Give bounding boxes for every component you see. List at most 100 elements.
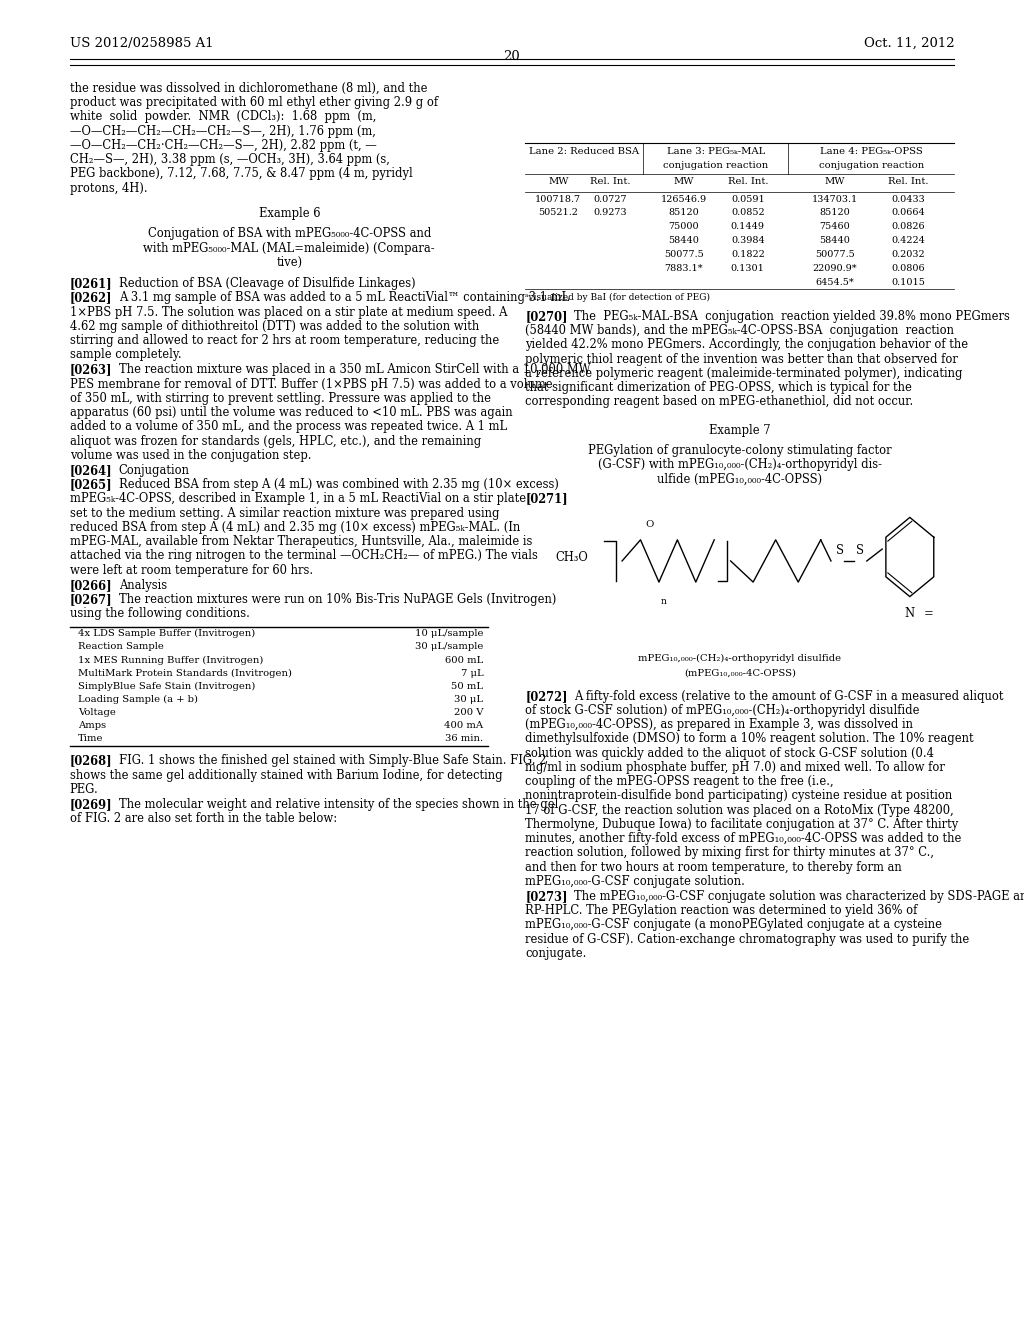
Text: 0.1301: 0.1301 bbox=[731, 264, 765, 273]
Text: [0265]: [0265] bbox=[70, 478, 113, 491]
Text: of FIG. 2 are also set forth in the table below:: of FIG. 2 are also set forth in the tabl… bbox=[70, 812, 337, 825]
Text: 22090.9*: 22090.9* bbox=[813, 264, 857, 273]
Text: S: S bbox=[837, 544, 844, 557]
Text: the residue was dissolved in dichloromethane (8 ml), and the: the residue was dissolved in dichloromet… bbox=[70, 82, 427, 95]
Text: reduced BSA from step A (4 mL) and 2.35 mg (10× excess) mPEG₅ₖ-MAL. (In: reduced BSA from step A (4 mL) and 2.35 … bbox=[70, 521, 520, 533]
Text: PEG backbone), 7.12, 7.68, 7.75, & 8.47 ppm (4 m, pyridyl: PEG backbone), 7.12, 7.68, 7.75, & 8.47 … bbox=[70, 168, 413, 181]
Text: 0.0727: 0.0727 bbox=[593, 194, 627, 203]
Text: 600 mL: 600 mL bbox=[445, 656, 483, 664]
Text: dimethylsulfoxide (DMSO) to form a 10% reagent solution. The 10% reagent: dimethylsulfoxide (DMSO) to form a 10% r… bbox=[525, 733, 974, 746]
Text: A 3.1 mg sample of BSA was added to a 5 mL ReactiVial™ containing 3.1 mL: A 3.1 mg sample of BSA was added to a 5 … bbox=[119, 292, 569, 305]
Text: [0271]: [0271] bbox=[525, 492, 568, 506]
Text: (58440 MW bands), and the mPEG₅ₖ-4C-OPSS-BSA  conjugation  reaction: (58440 MW bands), and the mPEG₅ₖ-4C-OPSS… bbox=[525, 325, 957, 337]
Text: FIG. 1 shows the finished gel stained with Simply-Blue Safe Stain. FIG. 2: FIG. 1 shows the finished gel stained wi… bbox=[119, 755, 546, 767]
Text: with mPEG₅₀₀₀-MAL (MAL=maleimide) (Compara-: with mPEG₅₀₀₀-MAL (MAL=maleimide) (Compa… bbox=[143, 242, 435, 255]
Text: sample completely.: sample completely. bbox=[70, 348, 181, 362]
Text: (mPEG₁₀,₀₀₀-4C-OPSS), as prepared in Example 3, was dissolved in: (mPEG₁₀,₀₀₀-4C-OPSS), as prepared in Exa… bbox=[525, 718, 913, 731]
Text: solution was quickly added to the aliquot of stock G-CSF solution (0.4: solution was quickly added to the aliquo… bbox=[525, 747, 934, 760]
Text: 17 of G-CSF, the reaction solution was placed on a RotoMix (Type 48200,: 17 of G-CSF, the reaction solution was p… bbox=[525, 804, 954, 817]
Text: n: n bbox=[662, 597, 667, 606]
Text: SimplyBlue Safe Stain (Invitrogen): SimplyBlue Safe Stain (Invitrogen) bbox=[78, 681, 255, 690]
Text: 50077.5: 50077.5 bbox=[815, 249, 855, 259]
Text: 4.62 mg sample of dithiothreitol (DTT) was added to the solution with: 4.62 mg sample of dithiothreitol (DTT) w… bbox=[70, 319, 479, 333]
Text: —O—CH₂—CH₂·CH₂—CH₂—S—, 2H), 2.82 ppm (t, —: —O—CH₂—CH₂·CH₂—CH₂—S—, 2H), 2.82 ppm (t,… bbox=[70, 139, 377, 152]
Text: The mPEG₁₀,₀₀₀-G-CSF conjugate solution was characterized by SDS-PAGE and: The mPEG₁₀,₀₀₀-G-CSF conjugate solution … bbox=[574, 890, 1024, 903]
Text: [0273]: [0273] bbox=[525, 890, 568, 903]
Text: Conjugation: Conjugation bbox=[119, 463, 189, 477]
Text: [0263]: [0263] bbox=[70, 363, 113, 376]
Text: =: = bbox=[925, 607, 934, 620]
Text: A fifty-fold excess (relative to the amount of G-CSF in a measured aliquot: A fifty-fold excess (relative to the amo… bbox=[574, 689, 1004, 702]
Text: 0.0806: 0.0806 bbox=[891, 264, 925, 273]
Text: Lane 4: PEG₅ₖ-OPSS: Lane 4: PEG₅ₖ-OPSS bbox=[820, 147, 923, 156]
Text: The  PEG₅ₖ-MAL-BSA  conjugation  reaction yielded 39.8% mono PEGmers: The PEG₅ₖ-MAL-BSA conjugation reaction y… bbox=[574, 310, 1011, 323]
Text: 36 min.: 36 min. bbox=[445, 734, 483, 743]
Text: 20: 20 bbox=[504, 50, 520, 63]
Text: 0.2032: 0.2032 bbox=[891, 249, 925, 259]
Text: Lane 2: Reduced BSA: Lane 2: Reduced BSA bbox=[529, 147, 639, 156]
Text: yielded 42.2% mono PEGmers. Accordingly, the conjugation behavior of the: yielded 42.2% mono PEGmers. Accordingly,… bbox=[525, 338, 969, 351]
Text: Rel. Int.: Rel. Int. bbox=[590, 177, 631, 186]
Text: S: S bbox=[856, 544, 863, 557]
Text: 400 mA: 400 mA bbox=[444, 721, 483, 730]
Text: mg/ml in sodium phosphate buffer, pH 7.0) and mixed well. To allow for: mg/ml in sodium phosphate buffer, pH 7.0… bbox=[525, 760, 945, 774]
Text: mPEG₅ₖ-4C-OPSS, described in Example 1, in a 5 mL ReactiVial on a stir plate: mPEG₅ₖ-4C-OPSS, described in Example 1, … bbox=[70, 492, 525, 506]
Text: tive): tive) bbox=[276, 256, 302, 269]
Text: CH₃O: CH₃O bbox=[555, 550, 588, 564]
Text: 50 mL: 50 mL bbox=[452, 681, 483, 690]
Text: residue of G-CSF). Cation-exchange chromatography was used to purify the: residue of G-CSF). Cation-exchange chrom… bbox=[525, 933, 970, 945]
Text: 0.0852: 0.0852 bbox=[731, 209, 765, 218]
Text: using the following conditions.: using the following conditions. bbox=[70, 607, 250, 620]
Text: 30 μL: 30 μL bbox=[455, 694, 483, 704]
Text: 85120: 85120 bbox=[669, 209, 699, 218]
Text: conjugation reaction: conjugation reaction bbox=[819, 161, 924, 170]
Text: 7 μL: 7 μL bbox=[461, 669, 483, 677]
Text: 200 V: 200 V bbox=[454, 708, 483, 717]
Text: Loading Sample (a + b): Loading Sample (a + b) bbox=[78, 694, 198, 704]
Text: RP-HPLC. The PEGylation reaction was determined to yield 36% of: RP-HPLC. The PEGylation reaction was det… bbox=[525, 904, 918, 917]
Text: 58440: 58440 bbox=[819, 236, 850, 246]
Text: and then for two hours at room temperature, to thereby form an: and then for two hours at room temperatu… bbox=[525, 861, 902, 874]
Text: 126546.9: 126546.9 bbox=[660, 194, 707, 203]
Text: Conjugation of BSA with mPEG₅₀₀₀-4C-OPSS and: Conjugation of BSA with mPEG₅₀₀₀-4C-OPSS… bbox=[147, 227, 431, 240]
Text: Lane 3: PEG₅ₖ-MAL: Lane 3: PEG₅ₖ-MAL bbox=[667, 147, 765, 156]
Text: MW: MW bbox=[824, 177, 845, 186]
Text: 50521.2: 50521.2 bbox=[539, 209, 579, 218]
Text: [0269]: [0269] bbox=[70, 797, 113, 810]
Text: of 350 mL, with stirring to prevent settling. Pressure was applied to the: of 350 mL, with stirring to prevent sett… bbox=[70, 392, 490, 405]
Text: MW: MW bbox=[548, 177, 568, 186]
Text: MultiMark Protein Standards (Invitrogen): MultiMark Protein Standards (Invitrogen) bbox=[78, 669, 292, 677]
Text: 7883.1*: 7883.1* bbox=[665, 264, 703, 273]
Text: 85120: 85120 bbox=[819, 209, 850, 218]
Text: [0270]: [0270] bbox=[525, 310, 568, 323]
Text: [0272]: [0272] bbox=[525, 689, 568, 702]
Text: Analysis: Analysis bbox=[119, 578, 167, 591]
Text: The molecular weight and relative intensity of the species shown in the gel: The molecular weight and relative intens… bbox=[119, 797, 558, 810]
Text: 0.4224: 0.4224 bbox=[891, 236, 925, 246]
Text: Time: Time bbox=[78, 734, 103, 743]
Text: 1×PBS pH 7.5. The solution was placed on a stir plate at medium speed. A: 1×PBS pH 7.5. The solution was placed on… bbox=[70, 306, 507, 318]
Text: 4x LDS Sample Buffer (Invitrogen): 4x LDS Sample Buffer (Invitrogen) bbox=[78, 630, 255, 639]
Text: [0268]: [0268] bbox=[70, 755, 113, 767]
Text: Reaction Sample: Reaction Sample bbox=[78, 643, 164, 651]
Text: Reduced BSA from step A (4 mL) was combined with 2.35 mg (10× excess): Reduced BSA from step A (4 mL) was combi… bbox=[119, 478, 559, 491]
Text: Rel. Int.: Rel. Int. bbox=[888, 177, 928, 186]
Text: minutes, another fifty-fold excess of mPEG₁₀,₀₀₀-4C-OPSS was added to the: minutes, another fifty-fold excess of mP… bbox=[525, 832, 962, 845]
Text: [0267]: [0267] bbox=[70, 593, 113, 606]
Text: Oct. 11, 2012: Oct. 11, 2012 bbox=[863, 37, 954, 50]
Text: 75460: 75460 bbox=[819, 222, 850, 231]
Text: (G-CSF) with mPEG₁₀,₀₀₀-(CH₂)₄-orthopyridyl dis-: (G-CSF) with mPEG₁₀,₀₀₀-(CH₂)₄-orthopyri… bbox=[598, 458, 882, 471]
Text: 0.1015: 0.1015 bbox=[891, 277, 925, 286]
Text: added to a volume of 350 mL, and the process was repeated twice. A 1 mL: added to a volume of 350 mL, and the pro… bbox=[70, 421, 507, 433]
Text: [0262]: [0262] bbox=[70, 292, 113, 305]
Text: MW: MW bbox=[674, 177, 694, 186]
Text: 0.0826: 0.0826 bbox=[891, 222, 925, 231]
Text: Example 7: Example 7 bbox=[709, 424, 771, 437]
Text: 1x MES Running Buffer (Invitrogen): 1x MES Running Buffer (Invitrogen) bbox=[78, 656, 263, 665]
Text: Thermolyne, Dubuque Iowa) to facilitate conjugation at 37° C. After thirty: Thermolyne, Dubuque Iowa) to facilitate … bbox=[525, 818, 958, 832]
Text: stirring and allowed to react for 2 hrs at room temperature, reducing the: stirring and allowed to react for 2 hrs … bbox=[70, 334, 499, 347]
Text: 0.0433: 0.0433 bbox=[891, 194, 925, 203]
Text: corresponding reagent based on mPEG-ethanethiol, did not occur.: corresponding reagent based on mPEG-etha… bbox=[525, 396, 913, 408]
Text: [0266]: [0266] bbox=[70, 578, 113, 591]
Text: Reduction of BSA (Cleavage of Disulfide Linkages): Reduction of BSA (Cleavage of Disulfide … bbox=[119, 277, 416, 290]
